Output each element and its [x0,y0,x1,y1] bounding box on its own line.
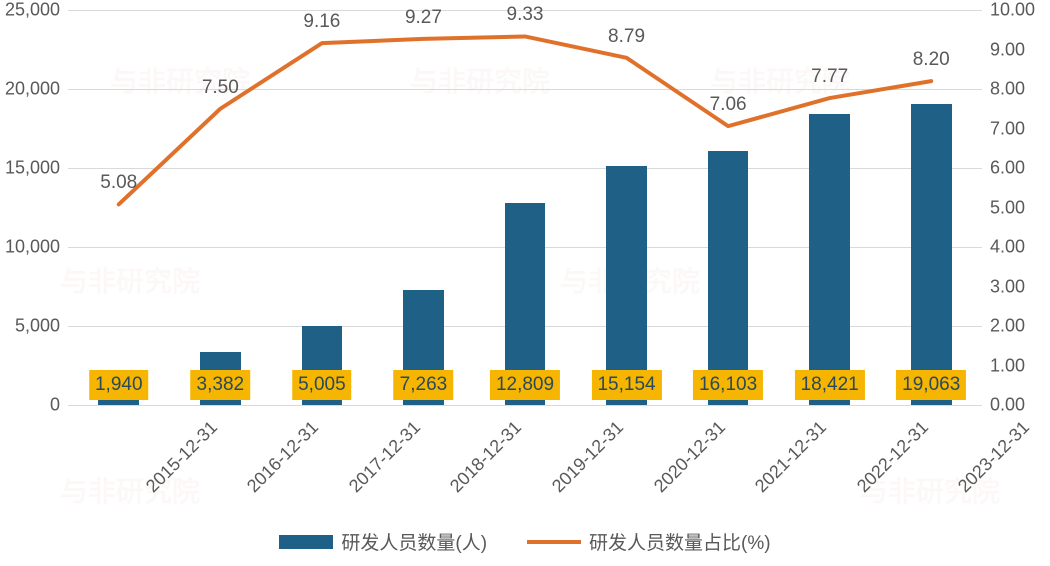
rd-personnel-chart: 与非研究院 与非研究院 与非研究院 与非研究院 与非研究院 与非研究院 与非研究… [0,0,1050,566]
x-tick: 2016-12-31 [243,417,323,497]
y-left-tick: 5,000 [0,316,60,337]
y-right-tick: 3.00 [990,276,1025,297]
x-tick: 2017-12-31 [345,417,425,497]
legend: 研发人员数量(人) 研发人员数量占比(%) [0,528,1050,555]
plot-area: 1,9403,3825,0057,26312,80915,15416,10318… [68,10,982,405]
grid-line [68,405,982,406]
watermark: 与非研究院 [60,470,200,510]
legend-item-bars: 研发人员数量(人) [279,528,487,555]
x-tick: 2023-12-31 [954,417,1034,497]
y-left-tick: 0 [0,395,60,416]
y-right-tick: 8.00 [990,79,1025,100]
x-tick: 2020-12-31 [650,417,730,497]
y-right-tick: 6.00 [990,158,1025,179]
x-tick: 2015-12-31 [142,417,222,497]
y-right-tick: 9.00 [990,39,1025,60]
line-value-label: 9.16 [303,11,340,33]
legend-label-bars: 研发人员数量(人) [341,528,487,555]
y-right-tick: 1.00 [990,355,1025,376]
x-tick: 2019-12-31 [548,417,628,497]
y-left-tick: 25,000 [0,0,60,21]
legend-swatch-line [527,540,581,544]
y-left-tick: 10,000 [0,237,60,258]
legend-label-line: 研发人员数量占比(%) [589,528,771,555]
y-right-tick: 0.00 [990,395,1025,416]
x-tick: 2018-12-31 [446,417,526,497]
line-value-label: 8.79 [608,26,645,48]
y-right-tick: 4.00 [990,237,1025,258]
y-left-tick: 20,000 [0,79,60,100]
line-value-label: 7.06 [710,94,747,116]
y-right-tick: 2.00 [990,316,1025,337]
line-value-label: 8.20 [913,49,950,71]
legend-swatch-bar [279,535,333,549]
x-tick: 2022-12-31 [853,417,933,497]
y-right-tick: 5.00 [990,197,1025,218]
y-right-tick: 10.00 [990,0,1035,21]
line-value-label: 7.50 [202,77,239,99]
line-value-label: 5.08 [100,172,137,194]
legend-item-line: 研发人员数量占比(%) [527,528,771,555]
line-value-label: 9.33 [507,4,544,26]
line-value-label: 7.77 [811,66,848,88]
line-value-label: 9.27 [405,7,442,29]
y-right-tick: 7.00 [990,118,1025,139]
y-left-tick: 15,000 [0,158,60,179]
x-tick: 2021-12-31 [751,417,831,497]
